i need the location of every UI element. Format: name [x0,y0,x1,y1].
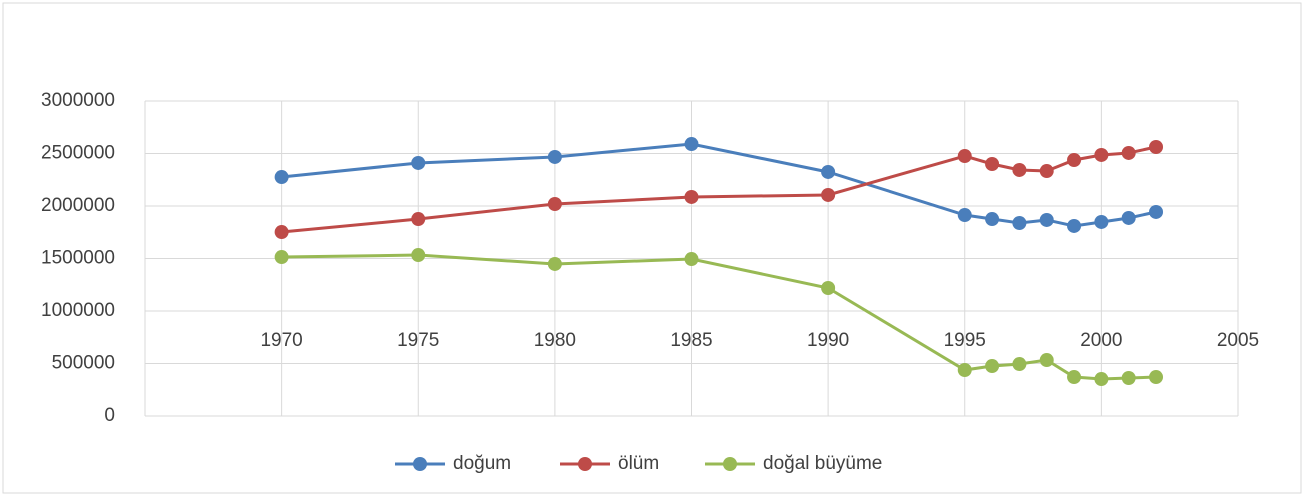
point [274,250,289,265]
y-tick-label: 2000000 [41,195,115,216]
point [985,212,1000,227]
x-tick-label: 1985 [670,330,712,351]
point [957,363,972,378]
point [411,155,426,170]
y-tick-label: 0 [104,405,115,426]
point [821,281,836,296]
legend-label: ölüm [618,453,659,474]
point [547,256,562,271]
y-tick-label: 500000 [52,353,115,374]
point [821,187,836,202]
point [274,225,289,240]
point [274,170,289,185]
point [411,248,426,263]
y-tick-label: 1000000 [41,300,115,321]
point [1094,372,1109,387]
point [1012,357,1027,372]
y-tick-label: 3000000 [41,90,115,111]
x-tick-label: 1990 [807,330,849,351]
point [985,359,1000,374]
point [1094,147,1109,162]
point [547,197,562,212]
point [1012,162,1027,177]
x-tick-label: 1970 [260,330,302,351]
point [1149,204,1164,219]
point [1012,216,1027,231]
legend-label: doğum [453,453,511,474]
point [411,212,426,227]
x-tick-label: 1975 [397,330,439,351]
point [1067,370,1082,385]
point [1039,164,1054,179]
point [1121,145,1136,160]
point [684,189,699,204]
point [1149,139,1164,154]
x-tick-label: 1980 [534,330,576,351]
x-tick-label: 2000 [1080,330,1122,351]
legend-label: doğal büyüme [763,453,882,474]
point [547,149,562,164]
y-tick-label: 1500000 [41,248,115,269]
point [1067,153,1082,168]
point [1039,212,1054,227]
x-tick-label: 2005 [1217,330,1259,351]
point [957,149,972,164]
point [1067,218,1082,233]
x-tick-label: 1995 [944,330,986,351]
point [957,208,972,223]
point [1121,370,1136,385]
point [1039,353,1054,368]
chart-border [2,2,1302,494]
legend-marker [723,457,737,471]
point [684,252,699,267]
point [985,157,1000,171]
legend-marker [578,457,592,471]
point [1121,210,1136,225]
point [684,137,699,152]
point [1094,214,1109,229]
legend-marker [413,457,427,471]
y-tick-label: 2500000 [41,143,115,164]
point [1149,370,1164,385]
point [821,164,836,179]
